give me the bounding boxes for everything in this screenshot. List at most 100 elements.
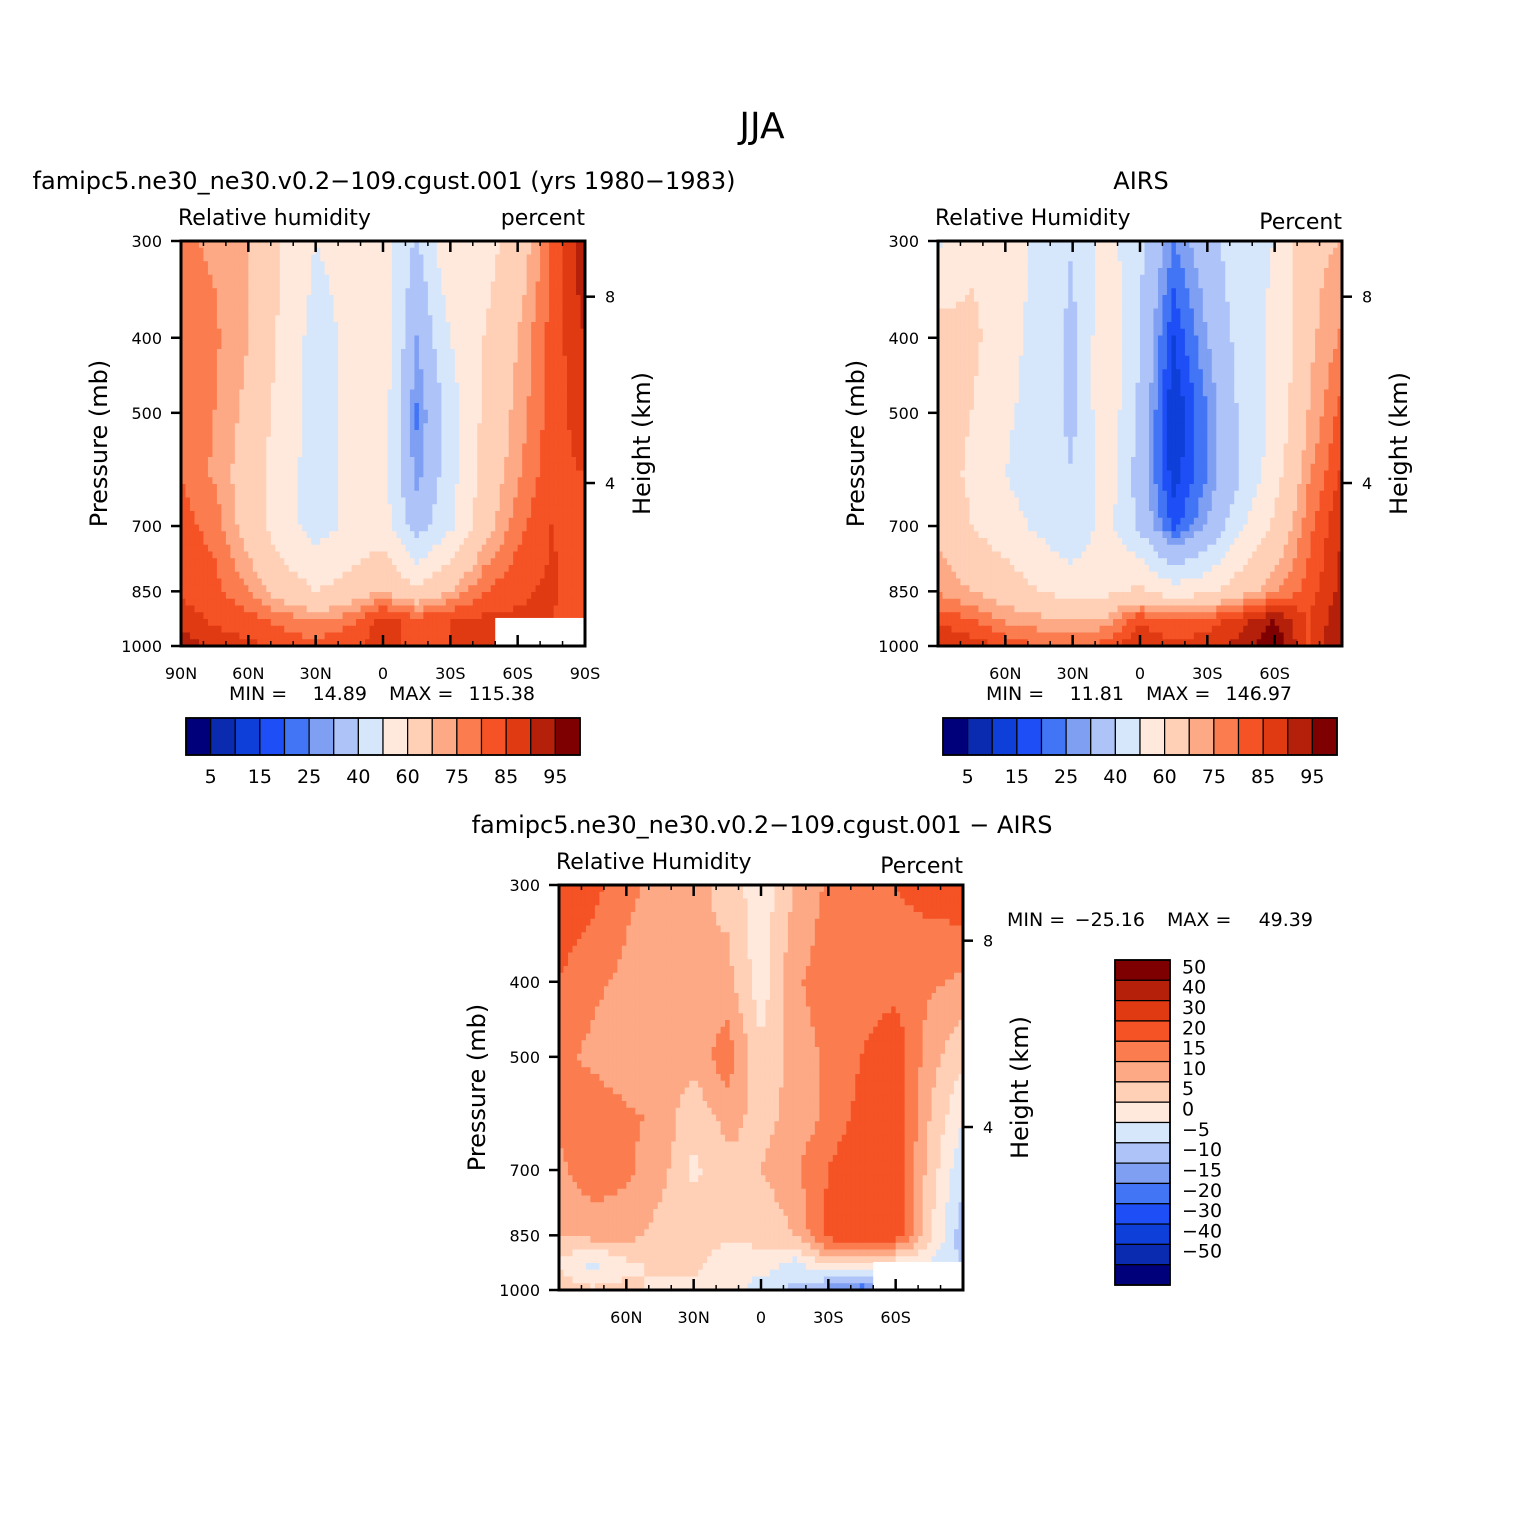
contour-cell (216, 551, 222, 559)
contour-cell (297, 450, 303, 458)
contour-cell (356, 457, 362, 465)
contour-cell (311, 355, 317, 364)
contour-cell (504, 571, 510, 580)
contour-cell (261, 254, 267, 262)
contour-cell (580, 261, 585, 269)
contour-cell (396, 355, 402, 364)
contour-cell (495, 423, 501, 431)
contour-cell (387, 565, 393, 573)
contour-cell (302, 497, 308, 505)
contour-cell (553, 538, 559, 546)
contour-cell (558, 463, 564, 472)
contour-cell (315, 241, 321, 249)
contour-cell (418, 335, 424, 343)
contour-cell (216, 423, 222, 431)
contour-cell (544, 436, 550, 445)
contour-cell (486, 335, 492, 343)
contour-cell (477, 517, 483, 526)
contour-cell (189, 308, 196, 316)
contour-cell (450, 416, 456, 424)
contour-cell (531, 511, 537, 519)
contour-cell (320, 477, 326, 485)
contour-cell (535, 578, 541, 586)
contour-cell (374, 322, 380, 330)
contour-cell (513, 349, 519, 357)
contour-cell (477, 288, 483, 296)
contour-cell (526, 328, 532, 337)
contour-cell (391, 301, 398, 310)
contour-cell (383, 598, 389, 607)
contour-cell (234, 328, 240, 337)
contour-cell (257, 605, 263, 613)
contour-cell (315, 322, 321, 330)
contour-cell (275, 457, 281, 465)
contour-cell (230, 423, 236, 431)
contour-cell (279, 382, 285, 391)
contour-cell (297, 349, 303, 357)
contour-cell (185, 281, 191, 289)
contour-cell (297, 247, 303, 256)
contour-cell (508, 247, 514, 256)
contour-cell (383, 430, 389, 438)
contour-cell (531, 538, 537, 546)
contour-cell (454, 497, 460, 505)
contour-cell (189, 295, 196, 303)
contour-cell (472, 376, 478, 384)
contour-cell (427, 241, 433, 249)
contour-cell (472, 578, 478, 586)
contour-cell (391, 598, 398, 607)
contour-cell (522, 274, 528, 283)
contour-cell (266, 349, 272, 357)
contour-cell (383, 349, 389, 357)
contour-cell (495, 571, 501, 580)
contour-cell (387, 558, 393, 566)
contour-cell (284, 423, 290, 431)
contour-cell (549, 362, 555, 370)
contour-cell (508, 261, 514, 269)
contour-cell (261, 423, 267, 431)
contour-cell (257, 254, 263, 262)
contour-cell (306, 470, 312, 478)
contour-cell (499, 268, 505, 276)
contour-cell (567, 524, 573, 532)
contour-cell (450, 477, 456, 485)
contour-cell (284, 443, 290, 451)
contour-cell (252, 531, 258, 539)
contour-cell (468, 301, 474, 310)
contour-cell (369, 281, 375, 289)
contour-cell (495, 315, 501, 323)
contour-cell (315, 551, 321, 559)
contour-cell (185, 463, 191, 472)
contour-cell (526, 301, 532, 310)
contour-cell (185, 409, 191, 418)
contour-cell (374, 382, 380, 391)
contour-cell (508, 558, 514, 566)
contour-cell (230, 281, 236, 289)
contour-cell (553, 416, 559, 424)
contour-cell (374, 369, 380, 377)
contour-cell (329, 409, 335, 418)
contour-cell (306, 457, 312, 465)
contour-cell (553, 484, 559, 492)
contour-cell (477, 511, 483, 519)
contour-cell (351, 301, 357, 310)
contour-cell (369, 571, 375, 580)
contour-cell (396, 490, 402, 499)
contour-cell (266, 288, 272, 296)
contour-cell (441, 511, 447, 519)
contour-cell (194, 592, 200, 600)
contour-cell (356, 342, 362, 350)
contour-cell (445, 484, 451, 492)
contour-cell (499, 335, 505, 343)
contour-cell (535, 450, 541, 458)
contour-cell (198, 511, 205, 519)
contour-cell (486, 463, 492, 472)
contour-cell (275, 261, 281, 269)
contour-cell (356, 504, 362, 512)
contour-cell (293, 605, 299, 613)
contour-cell (481, 254, 487, 262)
contour-cell (481, 409, 487, 418)
contour-cell (558, 335, 564, 343)
contour-cell (203, 241, 209, 249)
